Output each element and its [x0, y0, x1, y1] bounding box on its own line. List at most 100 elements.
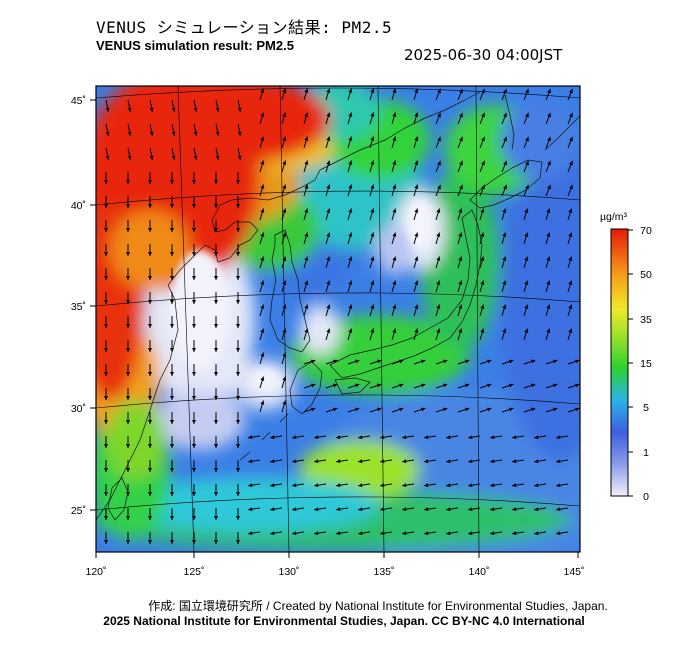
wind-arrow-head: [148, 396, 152, 400]
wind-arrow-head: [260, 400, 265, 405]
wind-arrow-head: [260, 136, 265, 141]
wind-arrow-head: [442, 383, 448, 388]
wind-arrow-head: [512, 459, 517, 464]
wind-arrow-head: [148, 276, 152, 280]
wind-arrow-head: [215, 107, 220, 112]
colorbar-ramp: [610, 228, 629, 497]
wind-arrow-head: [524, 280, 529, 285]
wind-arrow-head: [282, 256, 287, 261]
wind-arrow-head: [236, 300, 240, 304]
wind-arrow-head: [380, 507, 385, 512]
wind-arrow-head: [336, 507, 341, 512]
wind-arrow-head: [480, 328, 485, 333]
colorbar-label-15: 15: [640, 358, 652, 370]
wind-arrow-head: [574, 359, 580, 364]
wind-arrow-head: [370, 88, 375, 93]
wind-arrow-head: [104, 348, 108, 352]
wind-arrow-head: [546, 256, 551, 261]
wind-arrow-head: [326, 328, 331, 333]
wind-arrow-head: [260, 88, 265, 93]
wind-vector-field: [104, 88, 580, 544]
wind-arrow-head: [282, 160, 287, 165]
wind-arrow-head: [170, 180, 174, 184]
wind-arrow-head: [148, 444, 152, 448]
wind-arrow-head: [481, 160, 485, 166]
wind-arrow-head: [192, 468, 196, 472]
wind-arrow-head: [104, 300, 108, 304]
wind-arrow-head: [358, 507, 363, 512]
wind-arrow-head: [248, 459, 253, 464]
wind-arrow-head: [568, 232, 573, 237]
wind-arrow-head: [459, 112, 463, 118]
wind-arrow-head: [380, 483, 385, 488]
wind-arrow-head: [104, 468, 108, 472]
wind-arrow-head: [574, 407, 580, 412]
wind-arrow-head: [326, 208, 331, 213]
wind-arrow-head: [193, 155, 198, 160]
wind-arrow-head: [446, 435, 451, 440]
wind-arrow-head: [508, 407, 514, 412]
wind-arrow-head: [260, 256, 265, 261]
wind-arrow-head: [376, 383, 382, 388]
wind-arrow-head: [314, 435, 319, 440]
wind-arrow-head: [126, 468, 130, 472]
wind-arrow-head: [105, 131, 110, 136]
wind-arrow-head: [236, 180, 240, 184]
wind-arrow-head: [502, 280, 507, 285]
wind-arrow-head: [260, 208, 265, 213]
wind-arrow-head: [170, 516, 174, 520]
wind-arrow-head: [480, 208, 485, 213]
wind-arrow-head: [348, 232, 353, 237]
wind-arrow-head: [458, 304, 463, 309]
wind-arrow-head: [314, 531, 319, 536]
wind-arrow-head: [236, 492, 240, 496]
wind-arrow-head: [446, 507, 451, 512]
wind-arrow-head: [260, 232, 265, 237]
wind-arrow-head: [556, 531, 561, 536]
wind-arrow-head: [569, 88, 573, 94]
wind-arrow-head: [398, 383, 404, 388]
wind-arrow-head: [358, 435, 363, 440]
colorbar-label-5: 5: [643, 402, 649, 414]
wind-arrow-head: [468, 531, 473, 536]
wind-arrow-head: [525, 136, 529, 142]
wind-arrow-head: [354, 383, 360, 388]
coastline-kurils: [544, 115, 580, 151]
wind-arrow-head: [236, 468, 240, 472]
wind-arrow-head: [459, 136, 463, 142]
wind-arrow-head: [282, 304, 287, 309]
wind-arrow-head: [370, 280, 375, 285]
wind-arrow-head: [459, 160, 463, 166]
wind-arrow-head: [171, 155, 176, 160]
wind-arrow-head: [236, 252, 240, 256]
colorbar-label-50: 50: [640, 269, 652, 281]
wind-arrow-head: [490, 435, 495, 440]
wind-arrow-head: [414, 280, 419, 285]
wind-arrow-head: [332, 383, 338, 388]
wind-arrow-head: [126, 396, 130, 400]
wind-arrow-head: [437, 160, 441, 166]
wind-arrow-head: [304, 232, 309, 237]
wind-arrow-head: [547, 136, 551, 142]
wind-arrow-head: [392, 280, 397, 285]
lon-label-140: 140˚: [468, 566, 489, 578]
wind-arrow-head: [104, 444, 108, 448]
wind-arrow-head: [304, 88, 309, 93]
wind-arrow-head: [524, 256, 529, 261]
wind-arrow-head: [348, 304, 353, 309]
colorbar-label-70: 70: [640, 225, 652, 237]
parallel-25: [96, 496, 580, 511]
wind-arrow-head: [414, 112, 419, 117]
wind-arrow-head: [282, 400, 287, 405]
wind-arrow-head: [414, 304, 419, 309]
wind-arrow-head: [546, 280, 551, 285]
wind-arrow-head: [148, 540, 152, 544]
meridian-135: [377, 86, 385, 552]
wind-arrow-head: [436, 256, 441, 261]
wind-arrow-head: [310, 383, 316, 388]
wind-arrow-head: [424, 531, 429, 536]
wind-arrow-head: [326, 160, 331, 165]
wind-arrow-head: [148, 468, 152, 472]
wind-arrow-head: [270, 507, 275, 512]
